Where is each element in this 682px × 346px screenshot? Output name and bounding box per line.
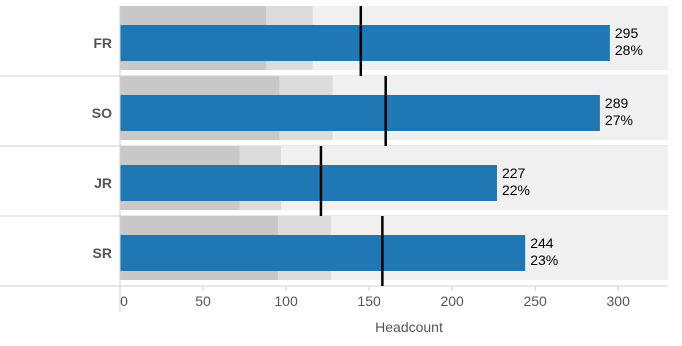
x-tick-label: 0	[120, 293, 128, 309]
x-axis: 0 50 100 150 200 250 300	[119, 6, 631, 312]
x-axis-title: Headcount	[375, 319, 443, 335]
percent-label-JR: 22%	[502, 182, 530, 198]
percent-label-SO: 27%	[605, 112, 633, 128]
x-tick-label: 200	[440, 293, 464, 309]
value-label-SR: 244	[530, 235, 554, 251]
targets-layer	[319, 6, 387, 286]
bar-SR[interactable]	[120, 235, 526, 271]
bar-FR[interactable]	[120, 25, 610, 61]
value-label-FR: 295	[615, 25, 639, 41]
category-label-SR: SR	[93, 245, 112, 261]
x-tick-label: 150	[357, 293, 381, 309]
category-label-JR: JR	[94, 175, 112, 191]
x-tick-label: 300	[607, 293, 631, 309]
x-tick-label: 50	[195, 293, 211, 309]
value-label-JR: 227	[502, 165, 526, 181]
bar-JR[interactable]	[120, 165, 497, 201]
percent-label-FR: 28%	[615, 42, 643, 58]
category-label-FR: FR	[93, 35, 112, 51]
bar-SO[interactable]	[120, 95, 600, 131]
bars-layer	[120, 25, 610, 271]
value-label-SO: 289	[605, 95, 629, 111]
x-tick-label: 250	[523, 293, 547, 309]
percent-label-SR: 23%	[530, 252, 558, 268]
x-tick-label: 100	[274, 293, 298, 309]
category-label-SO: SO	[92, 105, 112, 121]
